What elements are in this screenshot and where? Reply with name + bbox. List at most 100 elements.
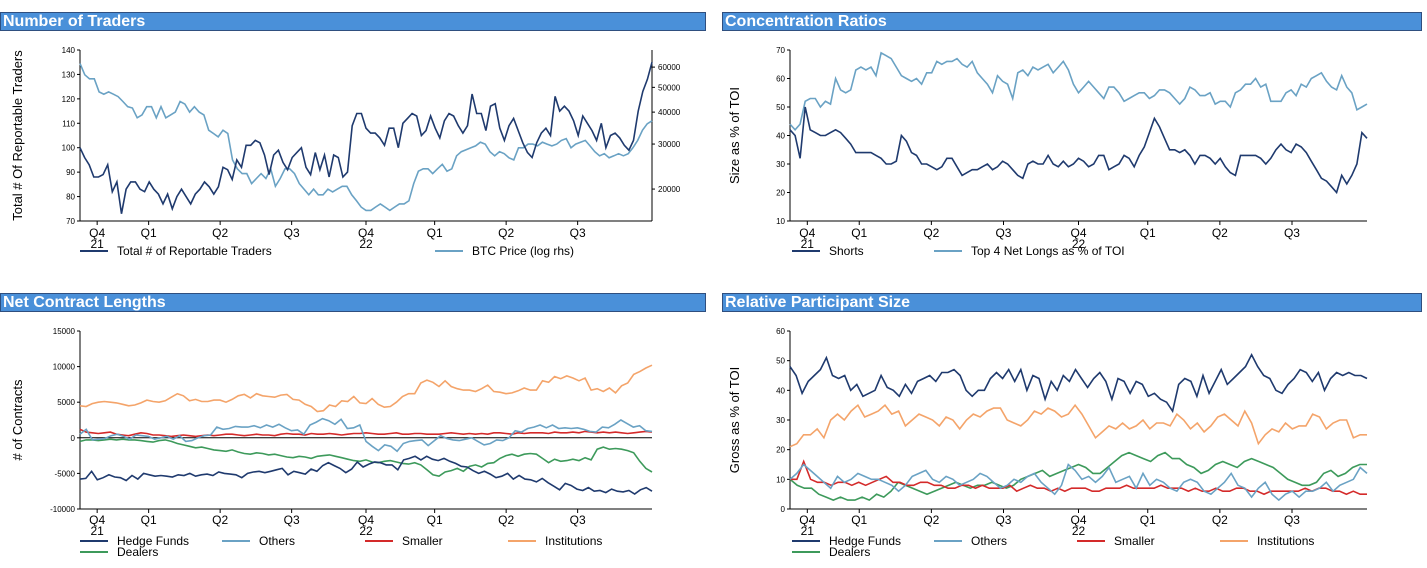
x-tick-label: Q2 xyxy=(212,226,228,240)
x-tick-label: Q1 xyxy=(427,226,443,240)
x-tick-label: 21 xyxy=(90,524,104,538)
x-tick-label: Q4 xyxy=(89,513,105,527)
y-tick-label: 0 xyxy=(71,434,76,443)
x-tick-label: Q2 xyxy=(498,513,514,527)
series-line xyxy=(789,463,1368,502)
y-axis-label: Size as % of TOI xyxy=(727,87,742,184)
series-line xyxy=(79,63,653,212)
x-tick-label: 21 xyxy=(90,237,104,251)
series-line xyxy=(789,106,1368,195)
y-axis-label: Total # Of Reportable Traders xyxy=(10,50,25,221)
legend-label: Institutions xyxy=(1257,534,1314,548)
series-line xyxy=(79,428,653,438)
x-tick-label: Q1 xyxy=(141,513,157,527)
x-tick-label: Q4 xyxy=(358,226,374,240)
x-tick-label: Q3 xyxy=(284,513,300,527)
y-tick-label: 110 xyxy=(62,119,75,128)
x-tick-label: Q2 xyxy=(923,513,939,527)
y2-tick-label: 30000 xyxy=(658,140,681,149)
panel-title: Concentration Ratios xyxy=(722,12,1422,31)
x-tick-label: Q1 xyxy=(851,513,867,527)
x-tick-label: Q4 xyxy=(1070,226,1086,240)
y-tick-label: 70 xyxy=(776,46,785,55)
x-tick-label: Q1 xyxy=(1140,513,1156,527)
y-tick-label: 70 xyxy=(66,217,75,226)
x-tick-label: Q3 xyxy=(284,226,300,240)
legend-label: Total # of Reportable Traders xyxy=(117,244,272,258)
y-axis-label: Gross as % of TOI xyxy=(727,367,742,473)
legend-label: Hedge Funds xyxy=(829,534,901,548)
y-tick-label: 0 xyxy=(781,505,786,514)
legend-label: Top 4 Net Longs as % of TOI xyxy=(971,244,1125,258)
series-line xyxy=(79,61,653,214)
series-line xyxy=(789,352,1368,414)
y-tick-label: 15000 xyxy=(53,327,76,336)
x-tick-label: Q3 xyxy=(1284,513,1300,527)
x-tick-label: Q4 xyxy=(799,513,815,527)
panel-net-contract-lengths: Net Contract Lengths -10000 -5000 0 5000 100… xyxy=(0,293,706,568)
legend-label: BTC Price (log rhs) xyxy=(472,244,574,258)
y-tick-label: 5000 xyxy=(57,398,75,407)
y2-tick-label: 40000 xyxy=(658,108,681,117)
y2-tick-label: 20000 xyxy=(658,185,681,194)
panel-concentration-ratios: Concentration Ratios 10 20 30 40 50 60 70 Q4 21 Q… xyxy=(722,12,1427,272)
y-tick-label: 120 xyxy=(62,95,76,104)
panel-title: Number of Traders xyxy=(0,12,706,31)
y-tick-label: -10000 xyxy=(50,505,75,514)
y-axis-label: # of Contracts xyxy=(10,379,25,460)
y-tick-label: 10000 xyxy=(53,363,76,372)
series-line xyxy=(79,364,653,413)
legend-label: Dealers xyxy=(117,545,158,559)
y2-tick-label: 50000 xyxy=(658,83,681,92)
y-tick-label: 40 xyxy=(776,386,785,395)
legend-label: Dealers xyxy=(829,545,870,559)
chart-number-of-traders: 70 80 90 100 110 120 130 140 20000 30000 40000 5000… xyxy=(10,46,681,258)
x-tick-label: 22 xyxy=(1072,524,1086,538)
x-tick-label: Q3 xyxy=(570,226,586,240)
y-tick-label: 10 xyxy=(776,475,785,484)
series-line xyxy=(79,438,653,478)
y-tick-label: 90 xyxy=(66,168,75,177)
x-tick-label: Q2 xyxy=(1212,226,1228,240)
x-tick-label: Q1 xyxy=(427,513,443,527)
x-tick-label: 22 xyxy=(359,524,373,538)
panel-relative-participant-size: Relative Participant Size 0 10 20 30 40 50 60 Q… xyxy=(722,293,1427,568)
legend-label: Shorts xyxy=(829,244,864,258)
y-tick-label: 50 xyxy=(776,357,785,366)
y-tick-label: -5000 xyxy=(55,469,76,478)
y-tick-label: 40 xyxy=(776,132,785,141)
legend-label: Smaller xyxy=(402,534,443,548)
x-tick-label: Q1 xyxy=(141,226,157,240)
x-tick-label: Q4 xyxy=(89,226,105,240)
x-tick-label: Q1 xyxy=(851,226,867,240)
y-tick-label: 50 xyxy=(776,103,785,112)
y2-tick-label: 60000 xyxy=(658,63,681,72)
x-tick-label: Q4 xyxy=(358,513,374,527)
x-tick-label: Q4 xyxy=(1070,513,1086,527)
x-tick-label: 21 xyxy=(801,237,815,251)
x-tick-label: Q3 xyxy=(1284,226,1300,240)
x-tick-label: Q2 xyxy=(1212,513,1228,527)
panel-number-of-traders: Number of Traders 70 80 90 100 110 120 130 140 2… xyxy=(0,12,706,272)
legend-label: Institutions xyxy=(545,534,602,548)
legend-label: Others xyxy=(971,534,1007,548)
series-line xyxy=(790,459,1367,496)
y-tick-label: 130 xyxy=(62,70,76,79)
series-line xyxy=(789,403,1367,448)
y-tick-label: 100 xyxy=(62,144,76,153)
panel-title: Net Contract Lengths xyxy=(0,293,706,312)
panel-title: Relative Participant Size xyxy=(722,293,1422,312)
series-line xyxy=(789,451,1367,502)
y-tick-label: 30 xyxy=(776,160,785,169)
y-tick-label: 80 xyxy=(66,193,75,202)
y-tick-label: 60 xyxy=(776,75,785,84)
x-tick-label: 22 xyxy=(359,237,373,251)
x-tick-label: 22 xyxy=(1072,237,1086,251)
y-tick-label: 20 xyxy=(776,189,785,198)
x-tick-label: Q3 xyxy=(995,513,1011,527)
x-tick-label: Q2 xyxy=(212,513,228,527)
y-tick-label: 30 xyxy=(776,416,785,425)
